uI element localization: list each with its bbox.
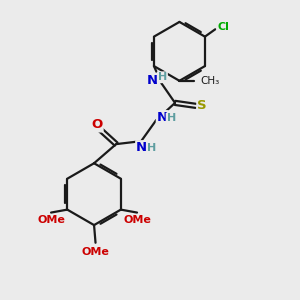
Text: O: O: [92, 118, 103, 131]
Text: N: N: [136, 141, 147, 154]
Text: H: H: [158, 72, 167, 82]
Text: S: S: [197, 99, 207, 112]
Text: OMe: OMe: [37, 215, 65, 225]
Text: CH₃: CH₃: [201, 76, 220, 86]
Text: N: N: [147, 74, 158, 87]
Text: OMe: OMe: [123, 215, 151, 225]
Text: OMe: OMe: [82, 247, 110, 256]
Text: H: H: [147, 142, 156, 153]
Text: Cl: Cl: [217, 22, 229, 32]
Text: N: N: [157, 111, 168, 124]
Text: H: H: [167, 113, 176, 124]
